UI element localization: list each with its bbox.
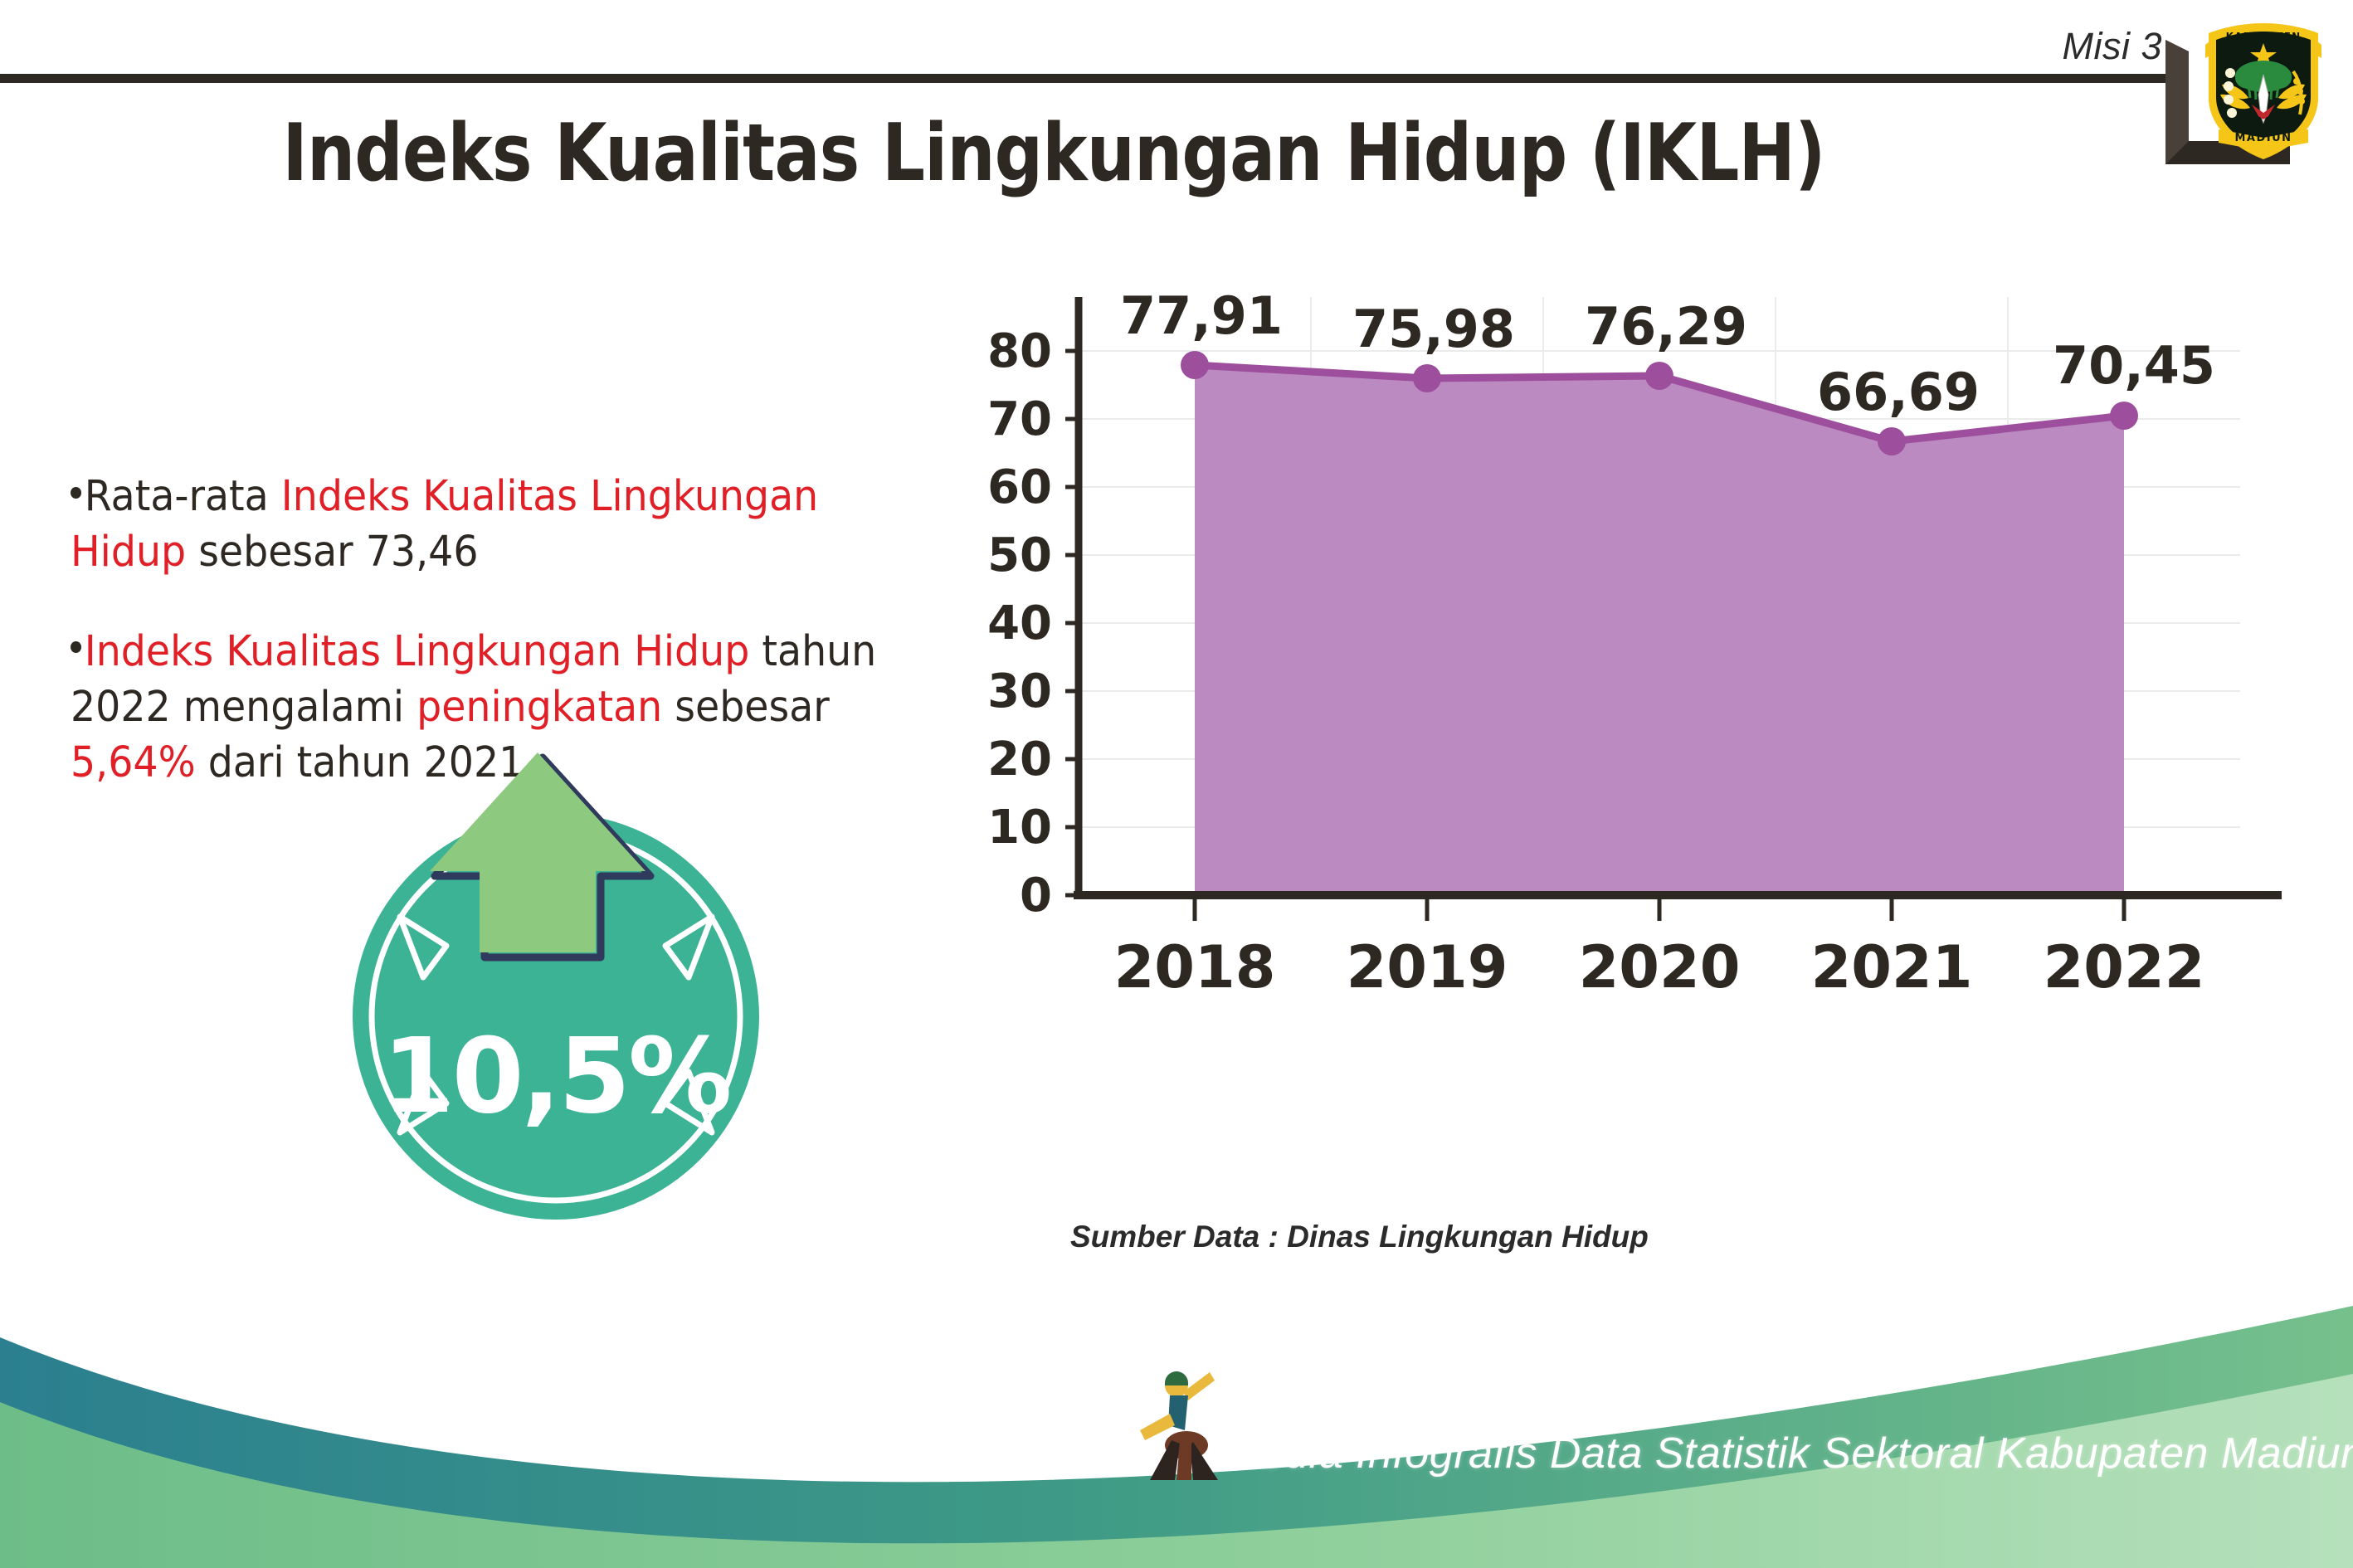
ytick-40: 40 — [987, 597, 1052, 650]
chart-marker-2019 — [1413, 364, 1441, 392]
chart-source-note: Sumber Data : Dinas Lingkungan Hidup — [1070, 1220, 1649, 1254]
increase-badge: 10,5% — [324, 743, 788, 1224]
ytick-10: 10 — [987, 801, 1052, 855]
badge-arrow-sw-icon — [397, 1069, 450, 1136]
chart-area-fill — [1195, 365, 2124, 895]
left-text-panel: Rata-rata Indeks Kualitas Lingkungan Hid… — [71, 469, 958, 835]
badge-arrow-ne-icon — [662, 913, 715, 981]
bullet-1-part-2: Indeks Kualitas Lingkungan Hidup — [71, 472, 819, 577]
statistics-mascot-icon — [1140, 1371, 1218, 1480]
xtick-2019: 2019 — [1347, 933, 1508, 1001]
chart-marker-2022 — [2110, 402, 2138, 430]
crest-bottom-banner-text: MADIUN — [2234, 132, 2292, 144]
up-arrow-icon — [430, 752, 645, 952]
crest-top-banner-text: KABUPATEN — [2226, 31, 2302, 42]
footer-wave-decoration — [0, 1306, 2353, 1568]
bullet-2-part-6: dari tahun 2021 — [195, 738, 524, 788]
badge-circle — [353, 813, 759, 1220]
bullet-item-increase: Indeks Kualitas Lingkungan Hidup tahun 2… — [71, 624, 896, 791]
increase-badge-graphic — [353, 752, 759, 1220]
xtick-2020: 2020 — [1579, 933, 1741, 1001]
chart-marker-2020 — [1645, 362, 1673, 390]
chart-y-tick-labels: 80 70 60 50 40 30 20 10 0 — [987, 324, 1052, 923]
chart-marker-2021 — [1878, 427, 1906, 455]
data-label-2021: 66,69 — [1817, 362, 1980, 422]
badge-arrow-se-icon — [662, 1069, 715, 1136]
ytick-80: 80 — [987, 324, 1052, 378]
chart-y-ticks — [1065, 348, 1082, 898]
bullet-dot-icon — [71, 641, 82, 654]
data-label-2022: 70,45 — [2053, 335, 2215, 396]
xtick-2018: 2018 — [1114, 933, 1276, 1001]
bullet-2-part-3: peningkatan — [417, 682, 663, 732]
bullet-2-part-2: tahun 2022 mengalami — [71, 626, 877, 732]
chart-x-ticks — [1192, 899, 2126, 921]
bullet-item-average: Rata-rata Indeks Kualitas Lingkungan Hid… — [71, 469, 896, 581]
data-label-2020: 76,29 — [1585, 296, 1747, 357]
data-label-2018: 77,91 — [1120, 285, 1283, 346]
ytick-70: 70 — [987, 392, 1052, 446]
chart-svg: 80 70 60 50 40 30 20 10 0 77,91 75,98 76… — [987, 285, 2282, 1001]
kabupaten-madiun-crest-icon: MADIUN KABUPATEN — [2205, 23, 2321, 159]
xtick-2021: 2021 — [1811, 933, 1973, 1001]
ytick-0: 0 — [1020, 869, 1052, 923]
bullet-1-part-1: Rata-rata — [84, 472, 281, 521]
chart-marker-2018 — [1181, 351, 1209, 379]
badge-arrow-nw-icon — [397, 913, 450, 981]
data-label-2019: 75,98 — [1352, 299, 1515, 359]
chart-x-category-labels: 2018 2019 2020 2021 2022 — [1114, 933, 2205, 1001]
ytick-60: 60 — [987, 460, 1052, 514]
bullet-2-part-4: sebesar — [662, 682, 830, 732]
chart-markers — [1181, 351, 2138, 455]
bullet-dot-icon — [71, 486, 82, 499]
iklh-area-chart: 80 70 60 50 40 30 20 10 0 77,91 75,98 76… — [979, 282, 2290, 1211]
ytick-50: 50 — [987, 528, 1052, 582]
footer-caption: Media Infografis Data Statistik Sektoral… — [1224, 1429, 2353, 1478]
misi-label: Misi 3 — [2062, 25, 2162, 67]
ytick-20: 20 — [987, 733, 1052, 786]
bullet-2-part-1: Indeks Kualitas Lingkungan Hidup — [84, 626, 750, 676]
xtick-2022: 2022 — [2044, 933, 2205, 1001]
chart-data-labels: 77,91 75,98 76,29 66,69 70,45 — [1120, 285, 2215, 422]
header-rule — [0, 74, 2187, 83]
ytick-30: 30 — [987, 665, 1052, 718]
footer-wave-upper — [0, 1306, 2353, 1544]
bullet-1-part-3: sebesar 73,46 — [186, 528, 479, 577]
bullet-2-part-5: 5,64% — [71, 738, 196, 788]
page-title: Indeks Kualitas Lingkungan Hidup (IKLH) — [282, 108, 1825, 199]
up-arrow-outline — [431, 753, 655, 962]
